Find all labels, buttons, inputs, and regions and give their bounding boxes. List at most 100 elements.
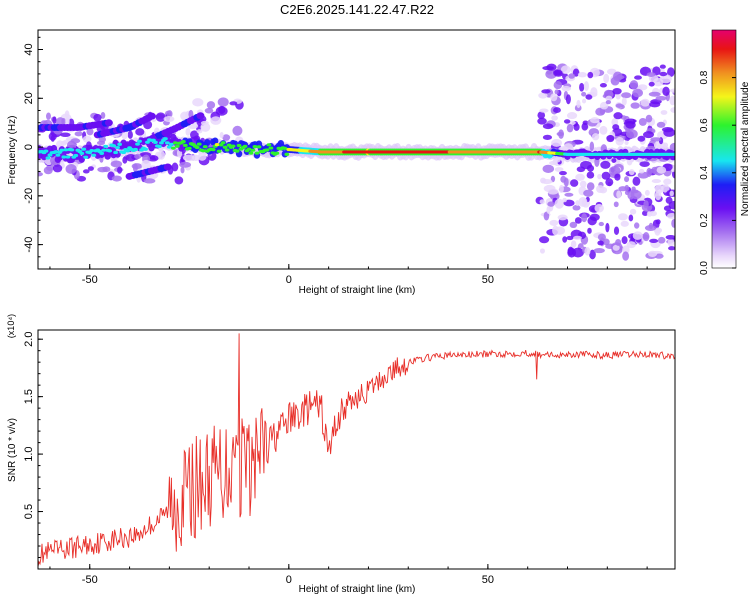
spectrogram-cloud-blob (606, 135, 615, 143)
spectrogram-y-tick-label: 0 (23, 144, 35, 150)
spectrogram-cloud-blob (621, 97, 627, 106)
spectrogram-ridge-edge (211, 137, 219, 145)
spectrogram-cloud-blob (559, 184, 564, 194)
spectrogram-ridge-core (53, 150, 59, 154)
spectrogram-cloud-blob (570, 240, 577, 249)
spectrogram-cloud-blob (559, 170, 567, 176)
spectrogram-cloud-blob (640, 98, 650, 107)
spectrogram-cloud-blob (549, 219, 559, 226)
spectrogram-cloud-blob (633, 222, 640, 229)
spectrogram-x-axis-label: Height of straight line (km) (299, 285, 416, 296)
spectrogram-ridge-core (236, 143, 242, 148)
spectrogram-cloud-blob (613, 112, 623, 120)
spectrogram-cloud-blob (180, 111, 190, 121)
spectrogram-cloud-blob (597, 240, 604, 246)
spectrogram-ridge-core (214, 142, 220, 147)
spectrogram-y-tick-label: 40 (23, 43, 35, 55)
spectrogram-ridge-core (61, 155, 67, 159)
spectrogram-cloud-blob (671, 218, 675, 228)
spectrogram-cloud-blob (605, 100, 612, 105)
spectrogram-x-tick-label: 0 (286, 274, 292, 286)
spectrogram-cloud-blob (649, 210, 657, 217)
spectrogram-cloud-blob (82, 169, 90, 174)
spectrogram-cloud-blob (550, 93, 558, 102)
spectrogram-cloud-blob (65, 164, 77, 174)
spectrogram-cloud-blob (628, 214, 634, 222)
spectrogram-cloud-blob (668, 246, 675, 251)
spectrogram-cloud-blob (576, 166, 586, 173)
spectrogram-cloud-blob (669, 95, 675, 106)
spectrogram-cloud-blob (589, 141, 595, 152)
spectrogram-ridge-core (107, 149, 113, 153)
spectrogram-cloud-blob (606, 68, 617, 75)
spectrogram-cloud-blob (624, 190, 630, 195)
spectrogram-branch-blob (147, 112, 156, 120)
spectrogram-ridge-core (101, 148, 107, 152)
spectrogram-ridge-core (266, 143, 272, 147)
snr-panel: -50 0 50 0.5 1.0 1.5 2.0 (x10⁴) Height of str… (6, 314, 676, 595)
spectrogram-cloud-blob (74, 131, 83, 137)
spectrogram-cloud-blob (96, 140, 106, 145)
colorbar-label: Normalized spectral amplitude (740, 81, 750, 216)
spectrogram-cloud-blob (634, 75, 642, 80)
spectrogram-cloud-blob (568, 73, 576, 79)
spectrogram-cloud-blob (628, 169, 635, 176)
spectrogram-cloud-blob (659, 74, 672, 84)
spectrogram-cloud-blob (589, 117, 600, 124)
spectrogram-cloud-blob (599, 83, 607, 88)
spectrogram-ridge-core (111, 144, 117, 148)
spectrogram-ridge-core (117, 142, 123, 146)
spectrogram-cloud-blob (660, 110, 668, 115)
spectrogram-ridge-core (254, 151, 260, 155)
spectrogram-cloud-blob (625, 120, 636, 129)
spectrogram-cloud-blob (171, 162, 179, 172)
spectrogram-ridge-core (166, 145, 172, 149)
spectrogram-ridge-core (65, 155, 71, 159)
colorbar-tick-label: 0.2 (699, 213, 710, 227)
spectrogram-cloud-blob (82, 135, 92, 143)
spectrogram-cloud-blob (553, 107, 561, 114)
colorbar-gradient (711, 29, 737, 269)
spectrogram-cloud-blob (611, 118, 619, 127)
spectrogram-cloud-blob (111, 175, 122, 182)
spectrogram-cloud-blob (666, 213, 675, 219)
spectrogram-cloud-blob (659, 71, 668, 77)
spectrogram-cloud-blob (642, 231, 650, 242)
spectrogram-ridge-core (250, 148, 256, 152)
spectrogram-cloud-blob (618, 213, 628, 221)
spectrogram-cloud-blob (597, 173, 602, 180)
spectrogram-cloud-blob (573, 235, 582, 240)
spectrogram-cloud-blob (632, 176, 641, 186)
spectrogram-cloud-blob (192, 98, 204, 107)
spectrogram-cloud-blob (542, 123, 554, 130)
spectrogram-cloud-blob (541, 89, 551, 94)
spectrogram-cloud-blob (601, 171, 611, 180)
spectrogram-cloud-blob (594, 203, 604, 213)
spectrogram-cloud-blob (141, 159, 151, 170)
spectrogram-ridge-core (174, 144, 180, 148)
spectrogram-y-tick-label: 20 (23, 92, 35, 104)
spectrogram-cloud-blob (579, 82, 585, 92)
spectrogram-cloud-blob (596, 185, 605, 194)
spectrogram-cloud-blob (621, 236, 628, 245)
spectrogram-cloud-blob (229, 101, 238, 106)
spectrogram-ridge-core (672, 152, 675, 156)
spectrogram-cloud-blob (587, 227, 592, 234)
snr-y-tick-label: 2.0 (23, 332, 35, 347)
spectrogram-cloud-blob (200, 122, 211, 132)
spectrogram-ridge-core (268, 146, 274, 150)
spectrogram-cloud-blob (611, 158, 617, 163)
spectrogram-ridge-core (196, 142, 202, 146)
spectrogram-cloud-blob (558, 129, 564, 139)
spectrogram-x-ticks: -50 0 50 (49, 264, 648, 286)
spectrogram-cloud-blob (654, 227, 661, 236)
spectrogram-cloud-blob (554, 198, 565, 209)
spectrogram-branch-blob (196, 112, 205, 120)
spectrogram-cloud-blob (538, 92, 548, 99)
spectrogram-cloud-blob (581, 122, 589, 131)
snr-y-tick-label: 1.5 (23, 389, 35, 404)
spectrogram-cloud-blob (646, 72, 656, 78)
spectrogram-ridge-edge (204, 139, 211, 147)
spectrogram-cloud-blob (166, 110, 173, 118)
